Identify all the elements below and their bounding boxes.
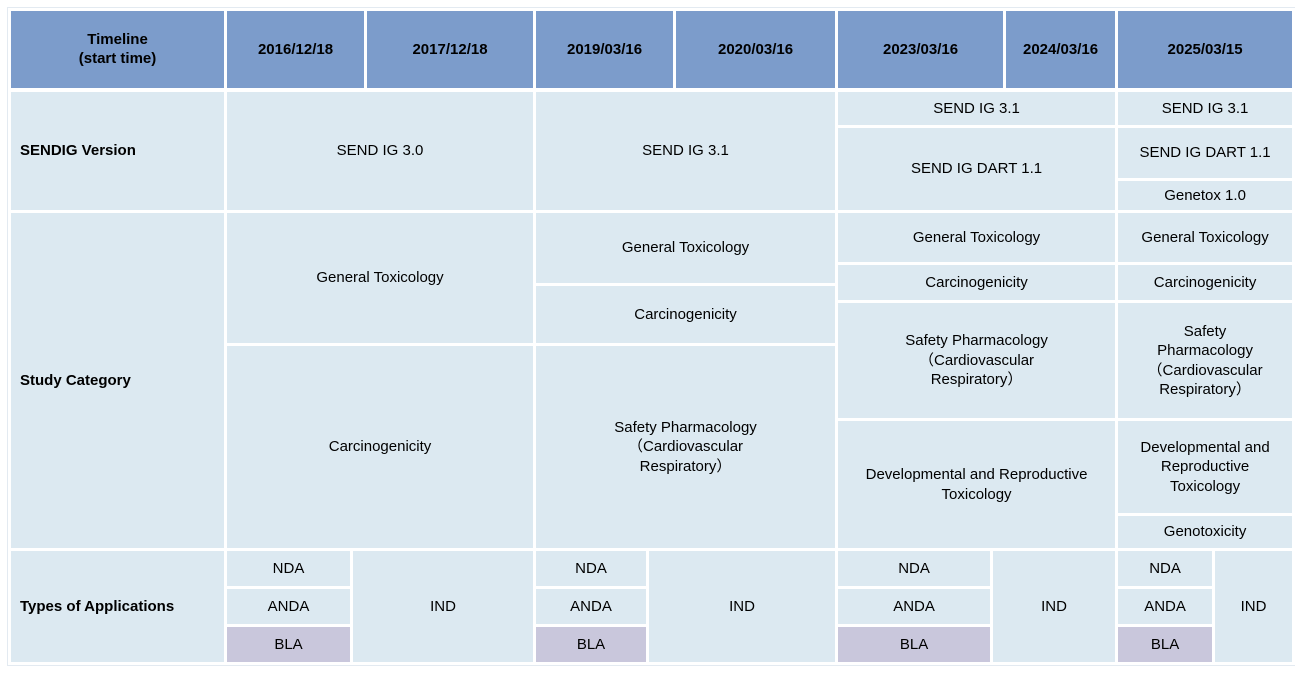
cell-bla-2025: BLA <box>1115 624 1216 665</box>
cell-nda-2016: NDA <box>224 548 353 589</box>
cell-sendig31-2023-2024: SEND IG 3.1 <box>835 88 1119 128</box>
cell-dart-tox-2025: Developmental and Reproductive Toxicolog… <box>1115 418 1295 516</box>
table-row: Study Category General Toxicology Genera… <box>8 210 1295 551</box>
header-date-2020-03-16: 2020/03/16 <box>673 8 839 92</box>
table-row: Carcinogenicity Carcinogenicity <box>10 262 1295 303</box>
cell-dart11-2025: SEND IG DART 1.1 <box>1115 125 1295 181</box>
cell-general-tox-2025: General Toxicology <box>1115 210 1295 265</box>
cell-safety-pharm-2023-2024: Safety Pharmacology （Cardiovascular Resp… <box>835 300 1119 421</box>
header-date-2017-12-18: 2017/12/18 <box>364 8 537 92</box>
table-row: SEND IG DART 1.1 SEND IG DART 1.1 <box>10 125 1295 213</box>
cell-nda-2025: NDA <box>1115 548 1216 589</box>
header-date-2016-12-18: 2016/12/18 <box>223 8 368 92</box>
header-date-2023-03-16: 2023/03/16 <box>835 8 1007 92</box>
table-row: Types of Applications NDA IND NDA IND ND… <box>8 548 1295 665</box>
cell-dart-tox-2023-2024: Developmental and Reproductive Toxicolog… <box>835 418 1119 551</box>
header-date-2025-03-15: 2025/03/15 <box>1115 8 1295 92</box>
cell-safety-pharm-2025: Safety Pharmacology （Cardiovascular Resp… <box>1115 300 1295 421</box>
header-row: Timeline (start time) 2016/12/18 2017/12… <box>8 8 1295 92</box>
cell-anda-2016: ANDA <box>224 586 353 627</box>
row-label-types-of-applications: Types of Applications <box>8 548 227 665</box>
cell-safety-pharm-2019-2020: Safety Pharmacology （Cardiovascular Resp… <box>533 343 839 551</box>
cell-ind-2024: IND <box>990 548 1119 665</box>
table-row: Safety Pharmacology （Cardiovascular Resp… <box>10 300 1295 421</box>
row-label-study-category: Study Category <box>8 210 227 551</box>
cell-genetox10-2025: Genetox 1.0 <box>1115 178 1295 213</box>
header-timeline: Timeline (start time) <box>8 8 227 92</box>
cell-dart11-2023-2024: SEND IG DART 1.1 <box>835 125 1119 213</box>
cell-general-tox-2016-2017: General Toxicology <box>223 210 537 346</box>
timeline-table: Timeline (start time) 2016/12/18 2017/12… <box>7 7 1295 666</box>
send-requirements-table: Timeline (start time) 2016/12/18 2017/12… <box>8 8 1295 665</box>
cell-carcinogenicity-2019-2020: Carcinogenicity <box>533 283 839 346</box>
cell-ind-2020: IND <box>646 548 839 665</box>
table-row: SENDIG Version SEND IG 3.0 SEND IG 3.1 S… <box>8 88 1295 213</box>
table-row: Carcinogenicity Safety Pharmacology （Car… <box>10 343 1294 551</box>
cell-anda-2019: ANDA <box>533 586 650 627</box>
cell-general-tox-2019-2020: General Toxicology <box>533 210 839 286</box>
table-row: Carcinogenicity <box>10 283 1294 346</box>
cell-ind-2025: IND <box>1212 548 1295 665</box>
cell-ind-2017: IND <box>349 548 537 665</box>
cell-nda-2019: NDA <box>533 548 650 589</box>
header-date-2019-03-16: 2019/03/16 <box>533 8 677 92</box>
cell-sendig30-2016-2017: SEND IG 3.0 <box>223 88 537 213</box>
cell-carcinogenicity-2023-2024: Carcinogenicity <box>835 262 1119 303</box>
header-date-2024-03-16: 2024/03/16 <box>1003 8 1119 92</box>
cell-bla-2016: BLA <box>224 624 353 665</box>
cell-general-tox-2023-2024: General Toxicology <box>835 210 1119 265</box>
cell-sendig31-2025: SEND IG 3.1 <box>1115 88 1295 128</box>
table-row: ANDA ANDA ANDA ANDA <box>10 586 1294 627</box>
table-row: Genotoxicity <box>10 513 1295 551</box>
cell-bla-2019: BLA <box>533 624 650 665</box>
cell-genotoxicity-2025: Genotoxicity <box>1115 513 1295 551</box>
cell-bla-2023: BLA <box>835 624 994 665</box>
table-row: BLA BLA BLA BLA <box>10 624 1294 665</box>
table-row: Developmental and Reproductive Toxicolog… <box>10 418 1295 551</box>
cell-anda-2023: ANDA <box>835 586 994 627</box>
cell-carcinogenicity-2016-2017: Carcinogenicity <box>223 343 537 551</box>
cell-anda-2025: ANDA <box>1115 586 1216 627</box>
cell-nda-2023: NDA <box>835 548 994 589</box>
cell-sendig31-2019-2020: SEND IG 3.1 <box>533 88 839 213</box>
cell-carcinogenicity-2025: Carcinogenicity <box>1115 262 1295 303</box>
table-row: Genetox 1.0 <box>10 178 1295 213</box>
row-label-sendig-version: SENDIG Version <box>8 88 227 213</box>
